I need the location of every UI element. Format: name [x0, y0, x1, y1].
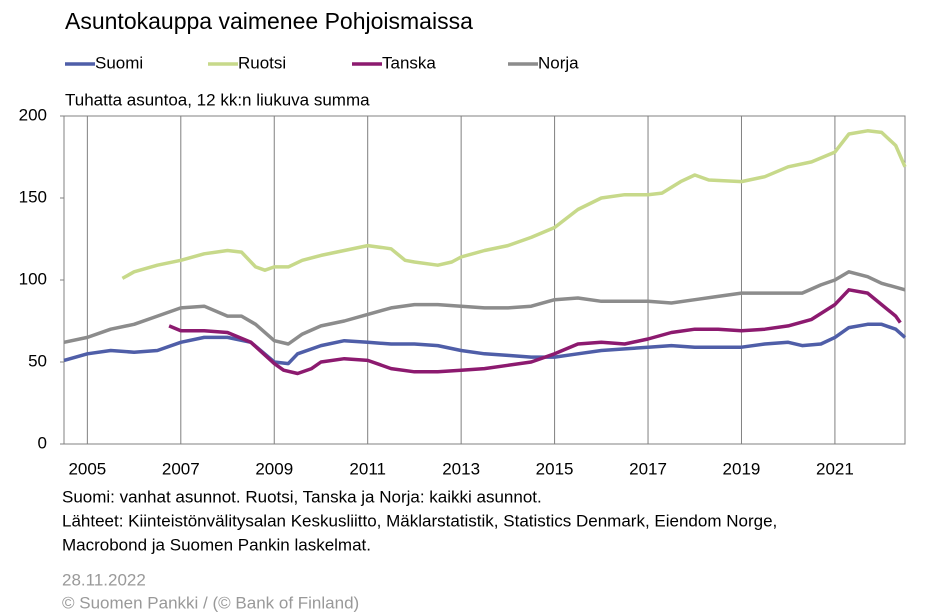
legend-label: Ruotsi	[238, 53, 286, 72]
x-tick-label: 2007	[162, 459, 200, 478]
x-tick-label: 2005	[68, 459, 106, 478]
y-axis-label: Tuhatta asuntoa, 12 kk:n liukuva summa	[65, 90, 370, 109]
x-tick-label: 2009	[255, 459, 293, 478]
y-tick-label: 50	[28, 351, 47, 370]
line	[63, 322, 907, 366]
x-tick-label: 2011	[349, 459, 386, 478]
y-tick-label: 0	[38, 433, 47, 452]
x-tick-label: 2015	[536, 459, 574, 478]
line	[168, 288, 902, 376]
copyright: © Suomen Pankki / (© Bank of Finland)	[62, 593, 359, 612]
chart-title: Asuntokauppa vaimenee Pohjoismaissa	[65, 8, 473, 34]
note: Lähteet: Kiinteistönvälitysalan Keskusli…	[62, 511, 777, 530]
x-tick-label: 2019	[723, 459, 761, 478]
plot-frame	[63, 115, 906, 445]
x-tick-label: 2021	[816, 459, 854, 478]
x-tick-label: 2017	[629, 459, 667, 478]
legend-label: Suomi	[95, 53, 143, 72]
line	[63, 270, 906, 346]
y-tick-label: 150	[19, 187, 47, 206]
x-tick-label: 2013	[442, 459, 480, 478]
y-tick-label: 200	[19, 105, 47, 124]
note: Macrobond ja Suomen Pankin laskelmat.	[62, 535, 371, 554]
y-tick-label: 100	[19, 269, 47, 288]
legend-label: Norja	[538, 53, 579, 72]
line	[121, 129, 907, 280]
note: Suomi: vanhat asunnot. Ruotsi, Tanska ja…	[62, 487, 542, 506]
legend-label: Tanska	[382, 53, 436, 72]
date: 28.11.2022	[62, 570, 146, 589]
